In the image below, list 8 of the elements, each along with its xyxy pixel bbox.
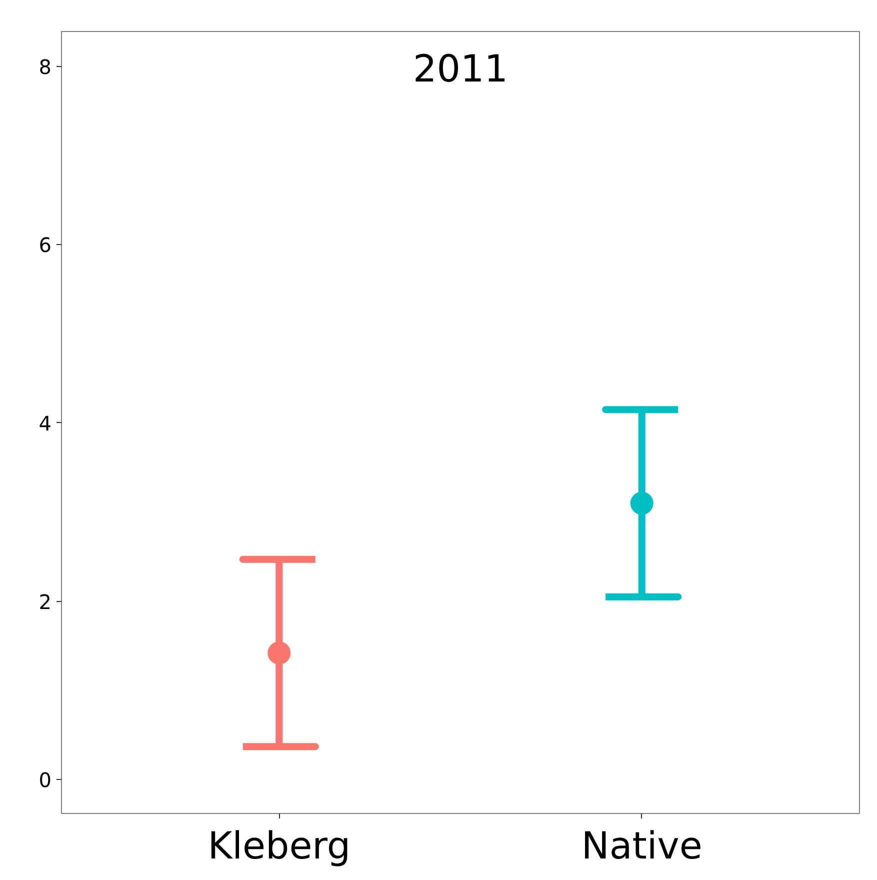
y-tick-label: 8 <box>38 54 52 79</box>
y-tick-label: 2 <box>38 590 52 614</box>
x-tick-label: Kleberg <box>208 824 351 868</box>
y-tick-label: 0 <box>38 768 52 792</box>
chart-title: 2011 <box>413 46 508 90</box>
y-tick-label: 4 <box>38 411 52 436</box>
x-tick-label: Native <box>581 824 702 868</box>
y-tick-label: 6 <box>38 233 52 258</box>
